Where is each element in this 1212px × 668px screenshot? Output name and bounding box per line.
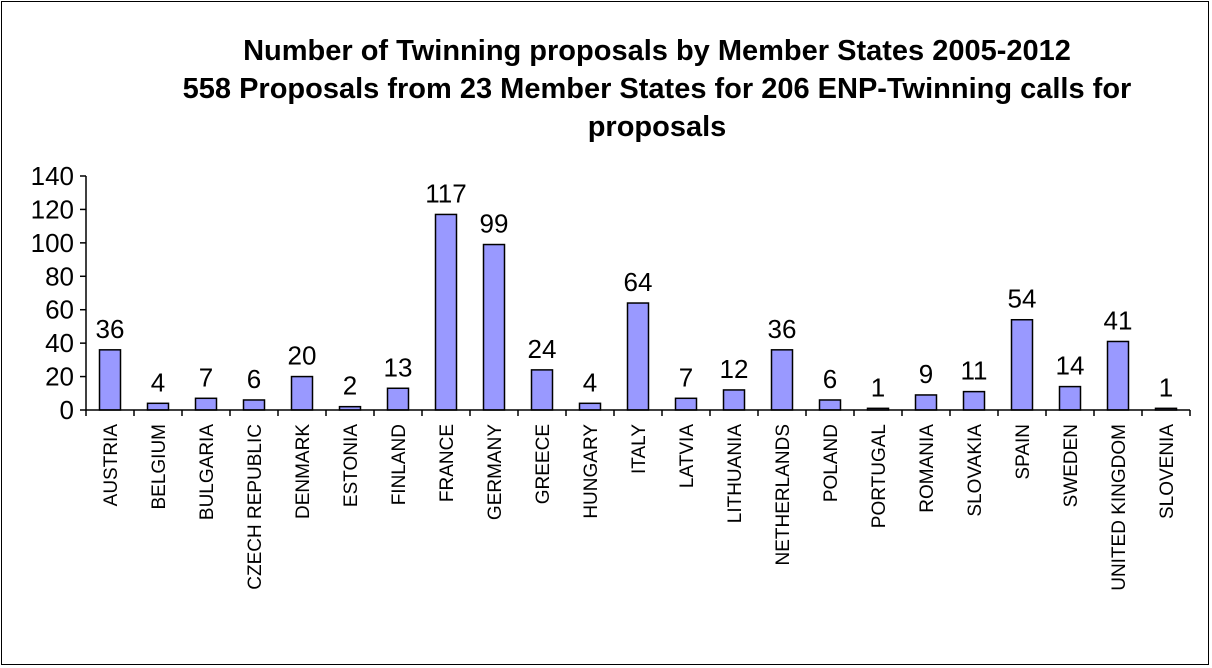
x-tick-label: LITHUANIA <box>725 424 746 524</box>
data-label: 11 <box>961 356 988 386</box>
data-label: 24 <box>528 334 557 364</box>
bar <box>722 389 746 411</box>
data-label: 6 <box>247 364 261 394</box>
bar <box>98 349 122 411</box>
data-label: 7 <box>199 362 213 392</box>
y-tick-label: 20 <box>45 362 74 392</box>
y-tick-label: 0 <box>60 395 74 425</box>
bar <box>242 399 266 411</box>
bar <box>914 394 938 411</box>
data-label: 14 <box>1056 351 1085 381</box>
data-label: 1 <box>1159 372 1173 402</box>
bar <box>386 387 410 411</box>
data-label: 36 <box>768 314 797 344</box>
data-label: 20 <box>288 341 317 371</box>
y-tick-label: 100 <box>31 228 74 258</box>
data-label: 7 <box>679 362 693 392</box>
x-tick-label: GREECE <box>533 424 554 504</box>
bar <box>290 375 314 411</box>
x-tick-label: GERMANY <box>485 424 506 520</box>
bar <box>530 369 554 411</box>
x-tick-label: PORTUGAL <box>869 424 890 528</box>
y-tick-label: 120 <box>31 194 74 224</box>
y-tick-label: 140 <box>31 161 74 191</box>
data-label: 6 <box>823 364 837 394</box>
data-label: 4 <box>151 367 165 397</box>
x-tick-label: SLOVAKIA <box>965 424 986 517</box>
data-label: 1 <box>871 372 885 402</box>
x-tick-label: SPAIN <box>1013 424 1034 480</box>
x-tick-label: POLAND <box>821 424 842 502</box>
x-tick-label: DENMARK <box>293 424 314 519</box>
x-tick-label: CZECH REPUBLIC <box>245 424 266 590</box>
bar <box>626 302 650 411</box>
bars: 36 4 7 6 20 2 13 117 99 24 4 64 7 12 36 6 1 9 11 54 14 41 1 <box>96 178 1178 411</box>
bar <box>1058 385 1082 411</box>
bar <box>770 349 794 411</box>
data-label: 41 <box>1104 305 1133 335</box>
bar <box>578 402 602 411</box>
data-label: 54 <box>1008 284 1037 314</box>
bar <box>146 402 170 411</box>
data-label: 64 <box>624 267 653 297</box>
x-tick-label: HUNGARY <box>581 424 602 519</box>
x-tick-label: UNITED KINGDOM <box>1109 424 1130 591</box>
data-label: 12 <box>720 354 749 384</box>
data-label: 117 <box>425 178 466 208</box>
x-tick-label: SLOVENIA <box>1157 424 1178 519</box>
x-tick-label: FRANCE <box>437 424 458 502</box>
bar <box>818 399 842 411</box>
x-tick-label: BULGARIA <box>197 424 218 520</box>
y-tick-label: 60 <box>45 295 74 325</box>
bar <box>482 243 506 411</box>
chart-title-line-2: 558 Proposals from 23 Member States for … <box>182 73 1132 105</box>
x-axis: AUSTRIA BELGIUM BULGARIA CZECH REPUBLIC DENM… <box>85 409 1191 591</box>
bar <box>962 390 986 411</box>
chart-title-line-1: Number of Twinning proposals by Member S… <box>243 35 1071 67</box>
x-tick-label: ITALY <box>629 424 650 474</box>
chart-title: Number of Twinning proposals by Member S… <box>162 32 1152 146</box>
data-label: 9 <box>919 359 933 389</box>
data-label: 36 <box>96 314 125 344</box>
x-tick-label: FINLAND <box>389 424 410 505</box>
bar <box>1106 340 1130 411</box>
y-tick-label: 80 <box>45 261 74 291</box>
data-label: 99 <box>480 209 509 239</box>
bar <box>674 397 698 411</box>
chart-title-line-3: proposals <box>587 111 727 143</box>
bar <box>1010 318 1034 411</box>
x-tick-label: NETHERLANDS <box>773 424 794 565</box>
x-tick-label: SWEDEN <box>1061 424 1082 507</box>
x-tick-label: ROMANIA <box>917 424 938 513</box>
y-tick-label: 40 <box>45 328 74 358</box>
bar <box>194 397 218 411</box>
data-label: 4 <box>583 367 597 397</box>
data-label: 13 <box>384 352 413 382</box>
bar <box>434 213 458 411</box>
x-tick-label: BELGIUM <box>149 424 170 510</box>
x-tick-label: ESTONIA <box>341 424 362 507</box>
x-tick-label: LATVIA <box>677 424 698 488</box>
data-label: 2 <box>343 371 357 401</box>
x-tick-label: AUSTRIA <box>101 424 122 507</box>
